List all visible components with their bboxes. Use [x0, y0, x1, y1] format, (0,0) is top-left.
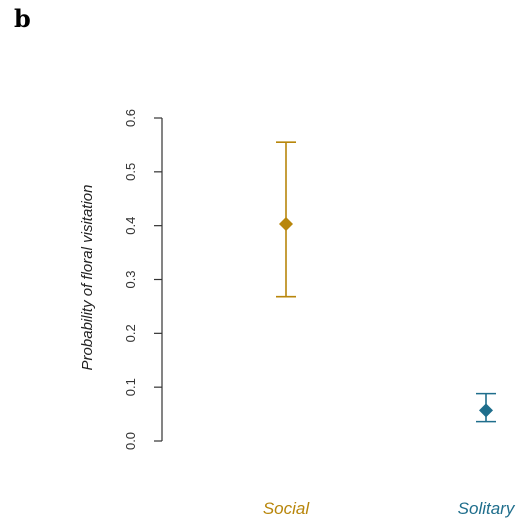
y-axis-label: Probability of floral visitation [79, 185, 96, 371]
y-tick-label: 0.4 [123, 217, 138, 235]
y-tick-label: 0.2 [123, 324, 138, 342]
category-label-social: Social [263, 499, 311, 518]
y-ticks: 0.0 0.1 0.2 0.3 0.4 0.5 0.6 [123, 109, 162, 450]
point-social [276, 141, 296, 298]
category-labels: Social Solitary [263, 499, 516, 518]
y-tick-label: 0.5 [123, 163, 138, 181]
category-label-solitary: Solitary [458, 499, 516, 518]
point-solitary [476, 392, 496, 423]
y-tick-label: 0.1 [123, 378, 138, 396]
panel-label: b [14, 4, 31, 33]
y-tick-label: 0.3 [123, 270, 138, 288]
series [276, 141, 496, 423]
y-tick-label: 0.6 [123, 109, 138, 127]
point-marker [479, 403, 493, 418]
point-marker [279, 217, 293, 232]
y-tick-label: 0.0 [123, 432, 138, 450]
